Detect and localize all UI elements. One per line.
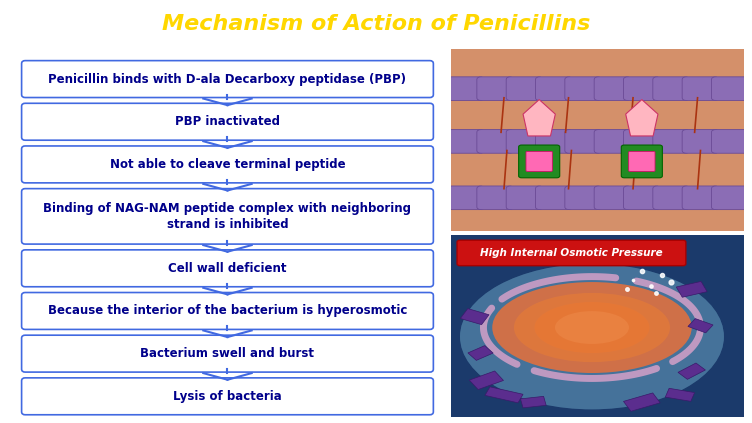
FancyBboxPatch shape bbox=[682, 77, 719, 101]
Polygon shape bbox=[626, 99, 658, 136]
Polygon shape bbox=[468, 346, 493, 360]
FancyBboxPatch shape bbox=[506, 129, 543, 153]
Text: Penicillin binds with D-ala Decarboxy peptidase (PBP): Penicillin binds with D-ala Decarboxy pe… bbox=[48, 73, 407, 85]
Text: Because the interior of the bacterium is hyperosmotic: Because the interior of the bacterium is… bbox=[48, 305, 407, 318]
FancyBboxPatch shape bbox=[22, 293, 433, 330]
Polygon shape bbox=[523, 99, 555, 136]
FancyBboxPatch shape bbox=[621, 145, 663, 178]
FancyBboxPatch shape bbox=[594, 77, 631, 101]
FancyBboxPatch shape bbox=[519, 145, 559, 178]
FancyBboxPatch shape bbox=[506, 186, 543, 210]
FancyBboxPatch shape bbox=[535, 77, 572, 101]
FancyBboxPatch shape bbox=[682, 186, 719, 210]
FancyBboxPatch shape bbox=[22, 189, 433, 244]
Text: Mechanism of Action of Penicillins: Mechanism of Action of Penicillins bbox=[162, 14, 590, 34]
FancyBboxPatch shape bbox=[594, 186, 631, 210]
Ellipse shape bbox=[460, 264, 724, 409]
Ellipse shape bbox=[460, 264, 724, 409]
FancyBboxPatch shape bbox=[653, 186, 690, 210]
Text: Cell wall deficient: Cell wall deficient bbox=[168, 262, 287, 275]
Ellipse shape bbox=[460, 264, 724, 409]
Polygon shape bbox=[460, 309, 489, 324]
FancyBboxPatch shape bbox=[535, 129, 572, 153]
FancyBboxPatch shape bbox=[629, 151, 655, 171]
FancyBboxPatch shape bbox=[711, 186, 748, 210]
FancyBboxPatch shape bbox=[594, 129, 631, 153]
FancyBboxPatch shape bbox=[22, 146, 433, 183]
Polygon shape bbox=[469, 371, 504, 390]
FancyBboxPatch shape bbox=[623, 77, 660, 101]
FancyBboxPatch shape bbox=[653, 129, 690, 153]
Polygon shape bbox=[485, 387, 523, 403]
FancyBboxPatch shape bbox=[711, 77, 748, 101]
FancyBboxPatch shape bbox=[447, 77, 484, 101]
FancyBboxPatch shape bbox=[22, 103, 433, 140]
FancyBboxPatch shape bbox=[22, 60, 433, 98]
FancyBboxPatch shape bbox=[447, 186, 484, 210]
FancyBboxPatch shape bbox=[526, 151, 553, 171]
Polygon shape bbox=[688, 319, 713, 333]
FancyBboxPatch shape bbox=[22, 378, 433, 415]
Text: Not able to cleave terminal peptide: Not able to cleave terminal peptide bbox=[110, 158, 345, 171]
FancyBboxPatch shape bbox=[535, 186, 572, 210]
Polygon shape bbox=[666, 388, 695, 401]
Ellipse shape bbox=[493, 282, 692, 373]
FancyBboxPatch shape bbox=[682, 129, 719, 153]
Text: PBP inactivated: PBP inactivated bbox=[175, 115, 280, 128]
FancyBboxPatch shape bbox=[565, 186, 602, 210]
Ellipse shape bbox=[514, 293, 670, 362]
Ellipse shape bbox=[535, 302, 650, 353]
Polygon shape bbox=[676, 281, 707, 297]
FancyBboxPatch shape bbox=[22, 250, 433, 287]
FancyBboxPatch shape bbox=[457, 240, 686, 266]
FancyBboxPatch shape bbox=[477, 129, 514, 153]
Polygon shape bbox=[520, 396, 546, 408]
FancyBboxPatch shape bbox=[477, 77, 514, 101]
FancyBboxPatch shape bbox=[447, 129, 484, 153]
Text: Lysis of bacteria: Lysis of bacteria bbox=[173, 390, 282, 403]
FancyBboxPatch shape bbox=[565, 129, 602, 153]
Text: Binding of NAG-NAM peptide complex with neighboring
strand is inhibited: Binding of NAG-NAM peptide complex with … bbox=[44, 202, 411, 231]
Ellipse shape bbox=[555, 311, 629, 344]
FancyBboxPatch shape bbox=[653, 77, 690, 101]
Polygon shape bbox=[678, 363, 705, 379]
FancyBboxPatch shape bbox=[477, 186, 514, 210]
FancyBboxPatch shape bbox=[623, 129, 660, 153]
Text: High Internal Osmotic Pressure: High Internal Osmotic Pressure bbox=[480, 248, 663, 258]
FancyBboxPatch shape bbox=[711, 129, 748, 153]
FancyBboxPatch shape bbox=[565, 77, 602, 101]
Text: Bacterium swell and burst: Bacterium swell and burst bbox=[141, 347, 314, 360]
Polygon shape bbox=[623, 393, 660, 411]
FancyBboxPatch shape bbox=[623, 186, 660, 210]
FancyBboxPatch shape bbox=[22, 335, 433, 372]
FancyBboxPatch shape bbox=[506, 77, 543, 101]
